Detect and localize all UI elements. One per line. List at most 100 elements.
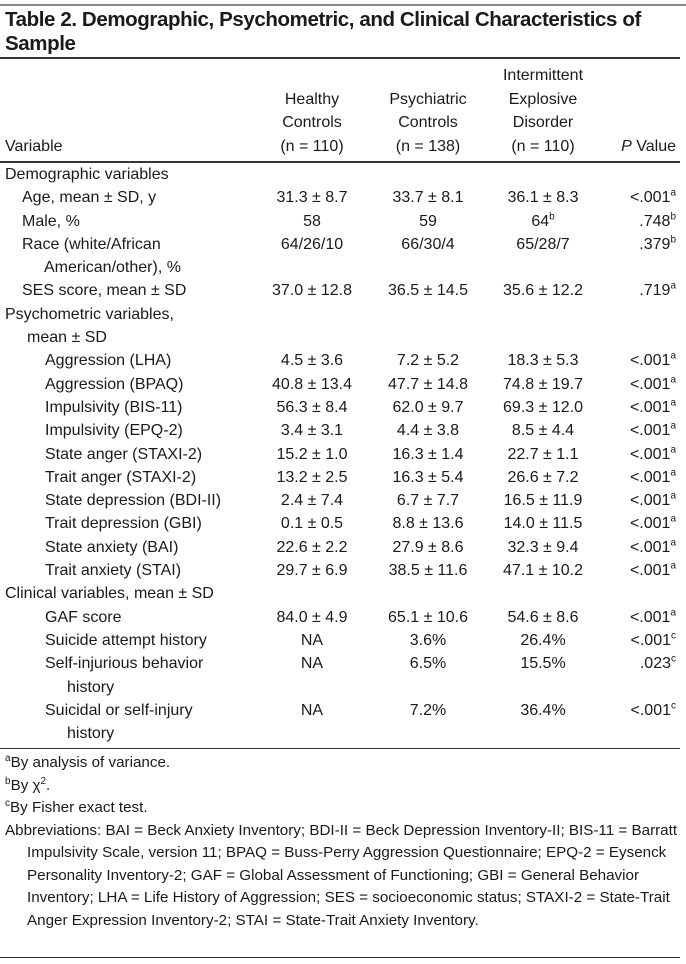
body-rule — [0, 748, 680, 749]
p-footnote-marker: a — [670, 374, 676, 386]
p-value-cell: <.001a — [630, 186, 676, 209]
healthy-controls-cell-value: NA — [300, 655, 324, 673]
variable-cell: Impulsivity (EPQ-2) — [45, 422, 183, 440]
healthy-controls-cell-value: 84.0 ± 4.9 — [276, 608, 348, 626]
ied-cell: 65/28/7 — [483, 233, 603, 256]
p-value-cell: <.001a — [630, 349, 676, 372]
healthy-controls-cell: 4.5 ± 3.6 — [252, 349, 372, 372]
psychiatric-controls-cell-value: 4.4 ± 3.8 — [396, 422, 460, 440]
p-value: <.001 — [629, 375, 671, 393]
variable-cell: SES score, mean ± SD — [22, 282, 187, 300]
p-footnote-marker: b — [670, 234, 676, 246]
p-footnote-marker: a — [670, 537, 676, 549]
healthy-controls-cell-value: 22.6 ± 2.2 — [276, 538, 348, 556]
p-value-cell: <.001a — [630, 512, 676, 535]
healthy-controls-cell-value: 64/26/10 — [280, 235, 344, 253]
psychiatric-controls-cell-value: 66/30/4 — [401, 235, 455, 253]
ied-cell-value: 35.6 ± 12.2 — [503, 282, 583, 300]
ied-cell: 14.0 ± 11.5 — [483, 512, 603, 535]
footnote: cBy Fisher exact test. — [5, 797, 683, 820]
table-row: Suicidal or self-injury history NA 7.2% 36.… — [0, 699, 686, 746]
p-footnote-marker: c — [671, 653, 676, 665]
healthy-controls-cell-value: NA — [300, 701, 324, 719]
footnote: Abbreviations: BAI = Beck Anxiety Invent… — [5, 820, 683, 933]
healthy-controls-cell: 58 — [252, 210, 372, 233]
p-value-cell: <.001a — [630, 559, 676, 582]
footnote: aBy analysis of variance. — [5, 752, 683, 775]
p-footnote-marker: a — [670, 467, 676, 479]
table-row: Male, % 58 59 64b .748b — [0, 210, 686, 233]
header-ied: Intermittent Explosive Disorder (n = 110… — [502, 67, 584, 155]
p-footnote-marker: a — [670, 607, 676, 619]
p-value: <.001 — [629, 492, 671, 510]
p-value: <.001 — [629, 608, 671, 626]
psychiatric-controls-cell: 16.3 ± 1.4 — [368, 443, 488, 466]
p-value: <.001 — [629, 445, 671, 463]
psychiatric-controls-cell-value: 8.8 ± 13.6 — [392, 515, 464, 533]
p-footnote-marker: a — [670, 560, 676, 572]
healthy-controls-cell-value: 13.2 ± 2.5 — [276, 468, 348, 486]
healthy-controls-cell: 29.7 ± 6.9 — [252, 559, 372, 582]
healthy-controls-cell-value: 31.3 ± 8.7 — [276, 189, 348, 207]
healthy-controls-cell-value: 15.2 ± 1.0 — [276, 445, 348, 463]
ied-cell: 26.4% — [483, 629, 603, 652]
healthy-controls-cell: 40.8 ± 13.4 — [252, 373, 372, 396]
ied-cell-value: 18.3 ± 5.3 — [507, 352, 579, 370]
psychiatric-controls-cell-value: 27.9 ± 8.6 — [392, 538, 464, 556]
psychiatric-controls-cell: 4.4 ± 3.8 — [368, 419, 488, 442]
variable-cell: Trait anger (STAXI-2) — [45, 468, 197, 486]
p-value-cell: <.001a — [630, 489, 676, 512]
p-footnote-marker: a — [670, 490, 676, 502]
healthy-controls-cell: 31.3 ± 8.7 — [252, 186, 372, 209]
table-row: State anxiety (BAI) 22.6 ± 2.2 27.9 ± 8.6 3… — [0, 536, 686, 559]
header-p-italic: P — [621, 137, 632, 155]
ied-cell-value: 47.1 ± 10.2 — [503, 562, 583, 580]
p-footnote-marker: a — [670, 397, 676, 409]
variable-cell: Suicidal or self-injury history — [45, 701, 193, 743]
ied-cell-value: 16.5 ± 11.9 — [503, 492, 583, 510]
ied-cell-value: 15.5% — [520, 655, 566, 673]
variable-cell: Trait anxiety (STAI) — [45, 562, 182, 580]
variable-cell: Aggression (LHA) — [45, 352, 172, 370]
ied-cell: 74.8 ± 19.7 — [483, 373, 603, 396]
ied-cell: 22.7 ± 1.1 — [483, 443, 603, 466]
psychiatric-controls-cell-value: 33.7 ± 8.1 — [392, 189, 464, 207]
variable-cell: Trait depression (GBI) — [45, 515, 202, 533]
healthy-controls-cell-value: 56.3 ± 8.4 — [276, 398, 348, 416]
ied-cell-value: 22.7 ± 1.1 — [507, 445, 579, 463]
footnote-text: By analysis of variance. — [10, 754, 171, 771]
p-footnote-marker: b — [670, 211, 676, 223]
psychiatric-controls-cell: 33.7 ± 8.1 — [368, 186, 488, 209]
ied-cell-value: 32.3 ± 9.4 — [507, 538, 579, 556]
footnote-marker: a — [5, 752, 11, 764]
p-value-cell: <.001c — [631, 699, 676, 722]
p-footnote-marker: c — [671, 630, 676, 642]
title-rule — [0, 57, 680, 59]
psychiatric-controls-cell: 65.1 ± 10.6 — [368, 606, 488, 629]
bottom-rule — [0, 957, 680, 958]
table-row: GAF score 84.0 ± 4.9 65.1 ± 10.6 54.6 ± 8.6… — [0, 606, 686, 629]
section-row: Demographic variables — [0, 163, 686, 186]
p-footnote-marker: a — [670, 514, 676, 526]
healthy-controls-cell: 56.3 ± 8.4 — [252, 396, 372, 419]
healthy-controls-cell: 2.4 ± 7.4 — [252, 489, 372, 512]
psychiatric-controls-cell: 59 — [368, 210, 488, 233]
p-value-cell: <.001a — [630, 373, 676, 396]
footnote-tail: . — [46, 776, 51, 794]
section-row: Clinical variables, mean ± SD — [0, 582, 686, 605]
header-psychiatric-controls: Psychiatric Controls (n = 138) — [389, 90, 467, 155]
healthy-controls-cell-value: 37.0 ± 12.8 — [272, 282, 352, 300]
p-value: <.001 — [629, 515, 671, 533]
healthy-controls-cell-value: 4.5 ± 3.6 — [280, 352, 344, 370]
table-row: Age, mean ± SD, y 31.3 ± 8.7 33.7 ± 8.1 36.… — [0, 186, 686, 209]
variable-cell: Male, % — [22, 212, 80, 230]
ied-cell-value: 26.6 ± 7.2 — [507, 468, 579, 486]
psychiatric-controls-cell: 62.0 ± 9.7 — [368, 396, 488, 419]
psychiatric-controls-cell: 7.2 ± 5.2 — [368, 349, 488, 372]
variable-cell: Self-injurious behavior history — [45, 655, 204, 696]
p-value: <.001 — [629, 538, 671, 556]
variable-cell: Impulsivity (BIS-11) — [45, 398, 183, 416]
p-footnote-marker: a — [670, 420, 676, 432]
footnote-marker: b — [5, 775, 11, 787]
p-value: <.001 — [629, 352, 671, 370]
